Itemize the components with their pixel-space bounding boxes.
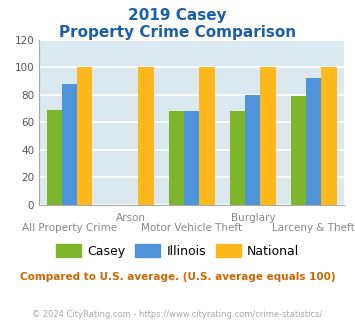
Text: Compared to U.S. average. (U.S. average equals 100): Compared to U.S. average. (U.S. average … [20,272,335,282]
Legend: Casey, Illinois, National: Casey, Illinois, National [51,239,304,263]
Text: Motor Vehicle Theft: Motor Vehicle Theft [141,223,242,233]
Text: Burglary: Burglary [230,213,275,223]
Bar [230,111,245,205]
Bar [184,111,200,205]
Bar [200,67,214,205]
Text: Property Crime Comparison: Property Crime Comparison [59,25,296,40]
Text: All Property Crime: All Property Crime [22,223,117,233]
Bar [62,83,77,205]
Bar [47,110,62,205]
Text: Arson: Arson [116,213,146,223]
Bar [77,67,92,205]
Text: © 2024 CityRating.com - https://www.cityrating.com/crime-statistics/: © 2024 CityRating.com - https://www.city… [32,310,323,319]
Text: 2019 Casey: 2019 Casey [128,8,227,23]
Text: Larceny & Theft: Larceny & Theft [272,223,355,233]
Bar [291,96,306,205]
Bar [261,67,275,205]
Bar [245,95,261,205]
Bar [169,111,184,205]
Bar [322,67,337,205]
Bar [306,78,322,205]
Bar [138,67,153,205]
